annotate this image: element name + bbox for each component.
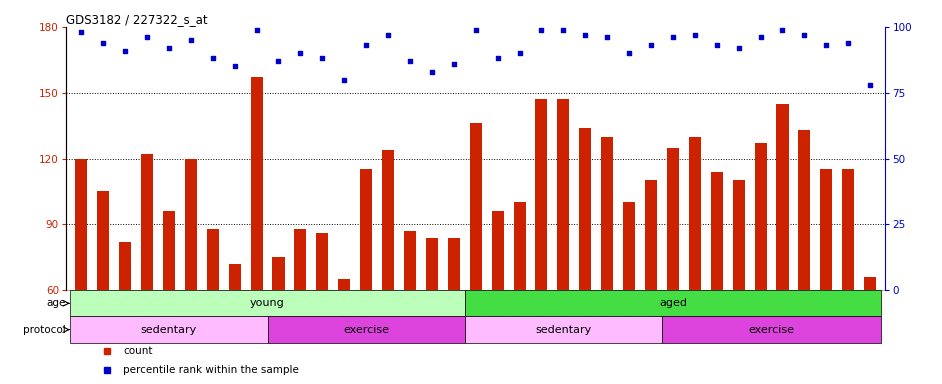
Bar <box>185 159 197 290</box>
Bar <box>206 229 219 290</box>
Point <box>512 50 528 56</box>
Point <box>249 26 264 33</box>
Bar <box>404 231 416 290</box>
Point <box>731 45 746 51</box>
Point <box>863 82 878 88</box>
Bar <box>689 137 701 290</box>
Point <box>184 37 199 43</box>
Bar <box>776 104 788 290</box>
Point <box>556 26 571 33</box>
Point <box>797 32 812 38</box>
Bar <box>71 316 268 343</box>
Bar <box>268 316 464 343</box>
Point <box>643 42 658 48</box>
Point <box>819 42 834 48</box>
Bar <box>601 137 613 290</box>
Bar <box>667 147 679 290</box>
Point <box>161 45 176 51</box>
Point <box>271 58 286 64</box>
Bar <box>229 264 241 290</box>
Bar <box>71 290 464 316</box>
Point <box>205 55 220 61</box>
Bar <box>426 237 438 290</box>
Bar <box>733 180 745 290</box>
Point <box>73 29 89 35</box>
Point <box>96 40 111 46</box>
Point <box>775 26 790 33</box>
Point <box>139 34 154 40</box>
Text: percentile rank within the sample: percentile rank within the sample <box>123 365 300 375</box>
Point <box>118 48 133 54</box>
Text: sedentary: sedentary <box>535 324 592 334</box>
Bar <box>842 169 854 290</box>
Point <box>840 40 855 46</box>
Bar <box>662 316 881 343</box>
Point <box>468 26 483 33</box>
Bar <box>317 233 329 290</box>
Point <box>665 34 680 40</box>
Bar <box>710 172 723 290</box>
Bar <box>338 279 350 290</box>
Point <box>336 76 351 83</box>
Text: exercise: exercise <box>749 324 794 334</box>
Bar <box>75 159 88 290</box>
Bar <box>97 192 109 290</box>
Point <box>534 26 549 33</box>
Bar <box>513 202 526 290</box>
Text: GDS3182 / 227322_s_at: GDS3182 / 227322_s_at <box>66 13 207 26</box>
Point <box>359 42 374 48</box>
Bar <box>864 277 876 290</box>
Point <box>490 55 505 61</box>
Point <box>402 58 417 64</box>
Text: exercise: exercise <box>343 324 389 334</box>
Point <box>622 50 637 56</box>
Bar <box>163 211 175 290</box>
Bar <box>360 169 372 290</box>
Point <box>293 50 308 56</box>
Point <box>315 55 330 61</box>
Point <box>424 69 439 75</box>
Bar <box>799 130 810 290</box>
Bar <box>492 211 504 290</box>
Bar <box>464 316 662 343</box>
Text: count: count <box>123 346 153 356</box>
Bar <box>382 150 394 290</box>
Point <box>381 32 396 38</box>
Bar <box>755 143 767 290</box>
Bar <box>141 154 153 290</box>
Bar <box>820 169 833 290</box>
Text: protocol: protocol <box>23 324 66 334</box>
Bar <box>464 290 881 316</box>
Bar <box>470 123 481 290</box>
Text: age: age <box>46 298 66 308</box>
Bar <box>447 237 460 290</box>
Point <box>753 34 768 40</box>
Text: aged: aged <box>658 298 687 308</box>
Bar <box>645 180 657 290</box>
Bar <box>119 242 131 290</box>
Bar <box>558 99 569 290</box>
Point <box>600 34 615 40</box>
Bar <box>272 257 284 290</box>
Point <box>709 42 724 48</box>
Bar <box>251 77 263 290</box>
Text: sedentary: sedentary <box>140 324 197 334</box>
Bar <box>623 202 635 290</box>
Bar <box>295 229 306 290</box>
Point <box>227 63 242 70</box>
Bar <box>535 99 547 290</box>
Point <box>447 61 462 67</box>
Point <box>688 32 703 38</box>
Text: young: young <box>251 298 284 308</box>
Bar <box>579 128 592 290</box>
Point <box>577 32 593 38</box>
